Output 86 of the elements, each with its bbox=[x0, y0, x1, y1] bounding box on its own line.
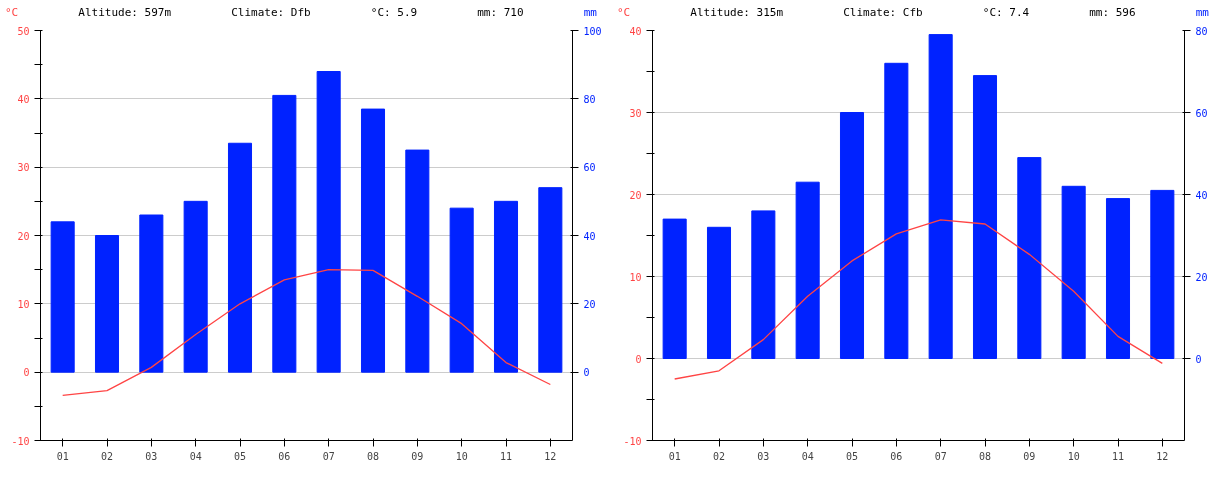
x-tick-label: 03 bbox=[145, 450, 158, 462]
bar bbox=[50, 221, 75, 373]
x-tick-label: 06 bbox=[890, 450, 903, 462]
y-tick-label: 0 bbox=[23, 367, 30, 379]
x-tick-label: 11 bbox=[499, 450, 513, 462]
line-series bbox=[674, 219, 1163, 380]
bar bbox=[972, 75, 998, 359]
y-tick-label: 30 bbox=[17, 162, 30, 174]
y-tick-label: 20 bbox=[629, 189, 642, 201]
text: Altitude: 315m bbox=[690, 5, 784, 21]
x-tick-label: 09 bbox=[1023, 450, 1036, 462]
x-tick-label: 04 bbox=[801, 450, 814, 462]
y2-axis-title: mm bbox=[583, 5, 597, 21]
x-tick-label: 10 bbox=[1067, 450, 1080, 462]
bar bbox=[493, 200, 519, 373]
bar bbox=[1017, 157, 1042, 359]
x-tick-label: 05 bbox=[845, 450, 859, 462]
y-axis-title: °C bbox=[617, 5, 631, 21]
y2-tick-label: 40 bbox=[1195, 189, 1208, 201]
y2-axis-title: mm bbox=[1195, 5, 1209, 21]
bar bbox=[227, 142, 253, 373]
y-tick-label: -10 bbox=[11, 435, 30, 447]
bar bbox=[272, 94, 297, 373]
y2-tick-label: 60 bbox=[1195, 107, 1208, 119]
x-tick-label: 08 bbox=[366, 450, 380, 462]
y-axis-title: °C bbox=[5, 5, 19, 21]
bar bbox=[360, 108, 386, 373]
x-tick-label: 08 bbox=[978, 450, 992, 462]
x-tick-label: 06 bbox=[278, 450, 291, 462]
y-tick-label: 0 bbox=[635, 353, 642, 365]
y-tick-label: 20 bbox=[17, 230, 30, 242]
bar bbox=[1061, 185, 1086, 359]
y-tick-label: -10 bbox=[623, 435, 642, 447]
text: mm: 596 bbox=[1089, 5, 1136, 21]
bar bbox=[706, 226, 732, 359]
x-tick-label: 05 bbox=[233, 450, 247, 462]
x-tick-label: 10 bbox=[455, 450, 468, 462]
bar bbox=[839, 112, 865, 359]
x-tick-label: 07 bbox=[934, 450, 947, 462]
y2-tick-label: 20 bbox=[1195, 271, 1208, 283]
x-tick-label: 11 bbox=[1111, 450, 1125, 462]
y2-tick-label: 100 bbox=[583, 25, 602, 37]
y2-tick-label: 80 bbox=[583, 93, 596, 105]
y-tick-label: 10 bbox=[17, 298, 30, 310]
bar bbox=[1150, 189, 1175, 359]
y-tick-label: 30 bbox=[629, 107, 642, 119]
bar bbox=[662, 218, 687, 359]
bar bbox=[405, 149, 430, 373]
x-tick-label: 01 bbox=[56, 450, 69, 462]
bar bbox=[795, 181, 820, 359]
bar bbox=[1105, 198, 1131, 359]
y2-tick-label: 0 bbox=[583, 367, 590, 379]
y-tick-label: 40 bbox=[629, 25, 642, 37]
bar bbox=[183, 200, 208, 373]
text: Altitude: 597m bbox=[78, 5, 172, 21]
x-tick-label: 12 bbox=[544, 450, 557, 462]
x-tick-label: 01 bbox=[668, 450, 681, 462]
text: Climate: Dfb bbox=[231, 5, 311, 21]
y-tick-label: 40 bbox=[17, 93, 30, 105]
line-series bbox=[62, 269, 551, 397]
x-tick-label: 09 bbox=[411, 450, 424, 462]
bar bbox=[751, 210, 776, 359]
y2-tick-label: 20 bbox=[583, 298, 596, 310]
bar bbox=[139, 214, 164, 373]
bar bbox=[928, 34, 953, 359]
x-tick-label: 03 bbox=[757, 450, 770, 462]
x-tick-label: 02 bbox=[712, 450, 726, 462]
bar bbox=[94, 235, 120, 373]
y-tick-label: 10 bbox=[629, 271, 642, 283]
y2-tick-label: 60 bbox=[583, 162, 596, 174]
bar bbox=[884, 62, 909, 359]
y2-tick-label: 40 bbox=[583, 230, 596, 242]
text: Climate: Cfb bbox=[843, 5, 923, 21]
y2-tick-label: 80 bbox=[1195, 25, 1208, 37]
y-tick-label: 50 bbox=[17, 25, 30, 37]
text: °C: 5.9 bbox=[370, 5, 418, 21]
x-tick-label: 04 bbox=[189, 450, 202, 462]
x-tick-label: 12 bbox=[1156, 450, 1169, 462]
bar bbox=[449, 207, 474, 373]
bar bbox=[316, 71, 341, 373]
bar bbox=[538, 187, 563, 373]
y2-tick-label: 0 bbox=[1195, 353, 1202, 365]
text: °C: 7.4 bbox=[982, 5, 1030, 21]
x-tick-label: 02 bbox=[100, 450, 114, 462]
text: mm: 710 bbox=[477, 5, 524, 21]
x-tick-label: 07 bbox=[322, 450, 335, 462]
